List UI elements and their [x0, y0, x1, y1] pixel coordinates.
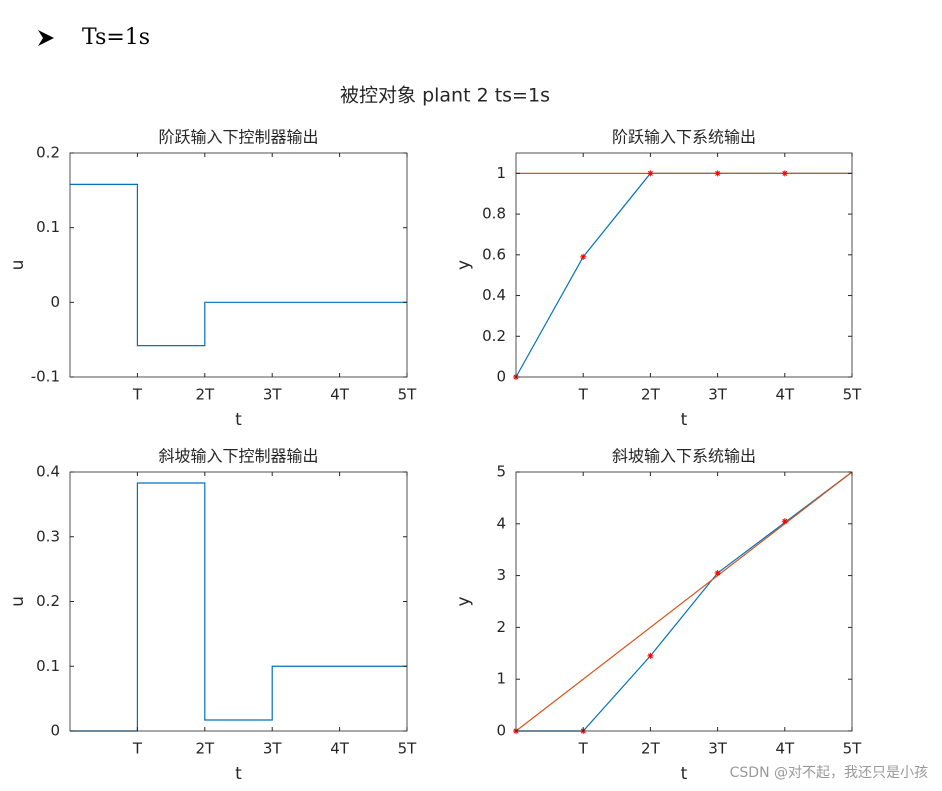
axes-frame — [515, 471, 853, 732]
subplot-title: 阶跃输入下控制器输出 — [158, 128, 318, 147]
series-line — [70, 482, 407, 732]
y-tick-label: 0.8 — [482, 205, 506, 223]
x-tick-label: 3T — [263, 740, 283, 758]
x-tick-label: 3T — [263, 386, 283, 404]
star-marker — [580, 253, 587, 260]
axes-background — [516, 153, 852, 377]
x-tick-label: 2T — [195, 740, 215, 758]
x-tick-label: T — [132, 386, 143, 404]
y-tick-label: 0.2 — [482, 327, 506, 345]
x-tick-label: 3T — [708, 740, 728, 758]
y-tick-label: 2 — [496, 618, 506, 636]
axes-frame — [69, 152, 408, 378]
y-tick-label: 3 — [496, 566, 506, 584]
x-tick-label: 5T — [843, 386, 863, 404]
y-tick-label: 5 — [496, 463, 506, 481]
subplot-title: 斜坡输入下控制器输出 — [158, 447, 318, 466]
y-tick-label: 0 — [496, 368, 506, 386]
y-tick-label: -0.1 — [31, 368, 60, 386]
y-tick-label: 0.2 — [36, 144, 60, 162]
axes-background — [70, 472, 407, 731]
x-tick-label: 3T — [708, 386, 728, 404]
x-tick-label: 5T — [398, 740, 418, 758]
x-tick-label: 2T — [195, 386, 215, 404]
y-tick-label: 4 — [496, 514, 506, 532]
star-marker — [714, 570, 721, 577]
y-tick-label: 1 — [496, 670, 506, 688]
subplot-title: 斜坡输入下系统输出 — [612, 447, 756, 466]
y-tick-label: 0.4 — [36, 463, 60, 481]
x-tick-label: 4T — [330, 740, 350, 758]
star-marker — [781, 518, 788, 525]
y-tick-label: 0.3 — [36, 527, 60, 545]
y-tick-label: 0 — [50, 722, 60, 740]
x-tick-label: 5T — [843, 740, 863, 758]
y-axis-label: u — [8, 596, 28, 607]
x-axis-label: t — [681, 764, 688, 784]
series-line — [515, 471, 853, 732]
y-tick-label: 1 — [496, 164, 506, 182]
x-axis-label: t — [235, 410, 242, 430]
star-marker — [781, 170, 788, 177]
x-axis-label: t — [681, 410, 688, 430]
star-marker — [714, 170, 721, 177]
x-tick-label: T — [578, 740, 589, 758]
heading: Ts=1s — [82, 25, 150, 50]
x-tick-label: 4T — [775, 386, 795, 404]
watermark: CSDN @对不起，我还只是小孩 — [730, 765, 928, 781]
x-tick-label: T — [578, 386, 589, 404]
x-tick-label: 4T — [775, 740, 795, 758]
x-tick-label: 4T — [330, 386, 350, 404]
y-tick-label: 0.1 — [36, 218, 60, 236]
y-tick-label: 0.4 — [482, 286, 506, 304]
y-axis-label: y — [454, 596, 474, 606]
y-axis-label: y — [454, 260, 474, 270]
x-tick-label: 2T — [641, 386, 661, 404]
star-marker — [647, 652, 654, 659]
subplot-title: 阶跃输入下系统输出 — [612, 128, 756, 147]
x-tick-label: T — [132, 740, 143, 758]
y-tick-label: 0 — [496, 722, 506, 740]
x-axis-label: t — [235, 764, 242, 784]
axes-background — [70, 153, 407, 377]
y-tick-label: 0.2 — [36, 592, 60, 610]
series-line — [70, 183, 407, 347]
bullet-arrow — [38, 30, 54, 46]
axes-frame — [515, 152, 853, 378]
suptitle: 被控对象 plant 2 ts=1s — [340, 85, 550, 107]
y-tick-label: 0.6 — [482, 245, 506, 263]
y-tick-label: 0 — [50, 293, 60, 311]
star-marker — [647, 170, 654, 177]
y-axis-label: u — [8, 260, 28, 271]
y-tick-label: 0.1 — [36, 657, 60, 675]
x-tick-label: 5T — [398, 386, 418, 404]
x-tick-label: 2T — [641, 740, 661, 758]
